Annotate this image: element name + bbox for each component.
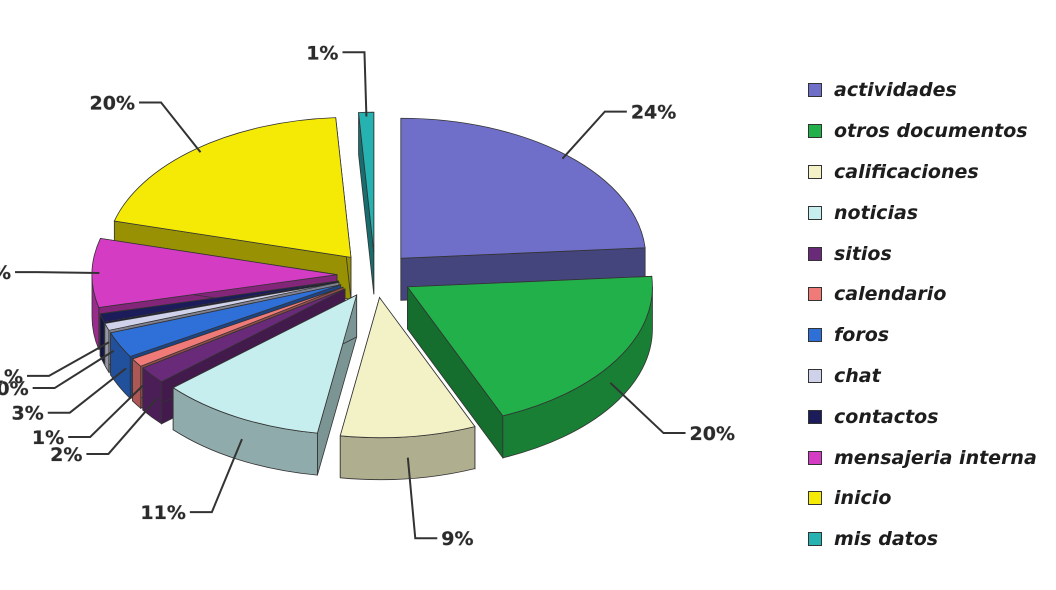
pie-slice-top	[104, 281, 340, 331]
legend-swatch	[808, 164, 822, 179]
legend-item: contactos	[808, 396, 1037, 437]
leader-line	[86, 397, 159, 455]
legend-swatch	[808, 532, 822, 547]
percent-label-mensajeria-interna: 8%	[0, 262, 11, 284]
leader-line	[406, 457, 438, 540]
legend-label: chat	[834, 364, 881, 387]
legend-label: foros	[834, 324, 890, 347]
percent-label-calendario: 1%	[32, 427, 64, 449]
percent-label-mis-datos: 1%	[306, 42, 338, 64]
leader-line	[189, 438, 243, 514]
legend-label: otros documentos	[834, 120, 1028, 143]
pie-slice-top	[109, 284, 341, 357]
leader-line	[32, 349, 115, 390]
pie-slices	[91, 111, 653, 481]
legend-swatch	[808, 205, 822, 220]
legend-swatch	[808, 83, 822, 98]
legend-swatch	[808, 287, 822, 302]
legend-label: sitios	[834, 242, 892, 265]
legend-label: contactos	[834, 405, 939, 428]
pie-slice-top	[172, 294, 358, 434]
leader-line	[561, 110, 627, 160]
legend-swatch	[808, 246, 822, 261]
legend-swatch	[808, 368, 822, 383]
pie-slice-rim	[132, 358, 142, 410]
legend-swatch	[808, 491, 822, 506]
pie-slice-top	[113, 117, 352, 258]
pie-slice-noticias	[172, 294, 358, 476]
leader-line	[342, 51, 368, 117]
legend-swatch	[808, 124, 822, 139]
legend-label: inicio	[834, 487, 892, 510]
pie-slice-mis-datos	[358, 111, 375, 295]
leader-lines	[15, 51, 686, 540]
legend-label: calendario	[834, 283, 947, 306]
percent-label-contactos: 1%	[0, 366, 23, 388]
pie-slice-calificaciones	[339, 296, 476, 481]
leader-line	[68, 384, 144, 438]
legend-item: foros	[808, 315, 1037, 356]
legend-item: chat	[808, 356, 1037, 397]
legend-label: actividades	[834, 79, 957, 102]
pie-slice-top	[99, 280, 339, 323]
legend-item: actividades	[808, 70, 1037, 111]
legend-swatch	[808, 328, 822, 343]
legend-swatch	[808, 409, 822, 424]
legend-label: calificaciones	[834, 160, 979, 183]
pie-slice-otros-documentos	[406, 275, 653, 460]
leader-line	[139, 101, 202, 153]
pie-slice-actividades	[400, 117, 646, 301]
legend-label: mis datos	[834, 528, 939, 551]
percent-label-inicio: 20%	[90, 93, 135, 115]
pie-slice-top	[406, 275, 653, 417]
legend-label: noticias	[834, 201, 919, 224]
legend-swatch	[808, 450, 822, 465]
legend-item: inicio	[808, 478, 1037, 519]
pie-slice-top	[142, 288, 346, 383]
percent-label-foros: 3%	[12, 403, 44, 425]
percent-label-calificaciones: 9%	[441, 528, 473, 550]
pie-slice-rim	[104, 323, 110, 374]
legend-item: otros documentos	[808, 111, 1037, 152]
legend-item: noticias	[808, 192, 1037, 233]
percent-label-noticias: 11%	[140, 502, 185, 524]
pie-slice-top	[400, 117, 646, 259]
leader-line	[27, 341, 110, 377]
pie-slice-top	[339, 296, 476, 439]
percent-label-otros-documentos: 20%	[690, 423, 735, 445]
percent-label-actividades: 24%	[631, 102, 676, 124]
legend-label: mensajeria interna	[834, 446, 1037, 469]
legend-item: mensajeria interna	[808, 437, 1037, 478]
leader-line	[609, 382, 686, 435]
leader-line	[15, 271, 100, 274]
percent-label-chat: 0%	[0, 378, 29, 400]
pie-slice-top	[131, 286, 344, 367]
percent-label-sitios: 2%	[50, 444, 82, 466]
legend-item: sitios	[808, 233, 1037, 274]
legend-item: mis datos	[808, 519, 1037, 560]
legend: actividades otros documentos calificacione…	[808, 70, 1037, 560]
leader-line	[47, 367, 127, 414]
percent-labels: 24%20%9%11%2%1%3%0%1%8%20%1%	[0, 42, 735, 551]
legend-item: calendario	[808, 274, 1037, 315]
legend-item: calificaciones	[808, 152, 1037, 193]
pie-slice-top	[358, 111, 375, 253]
